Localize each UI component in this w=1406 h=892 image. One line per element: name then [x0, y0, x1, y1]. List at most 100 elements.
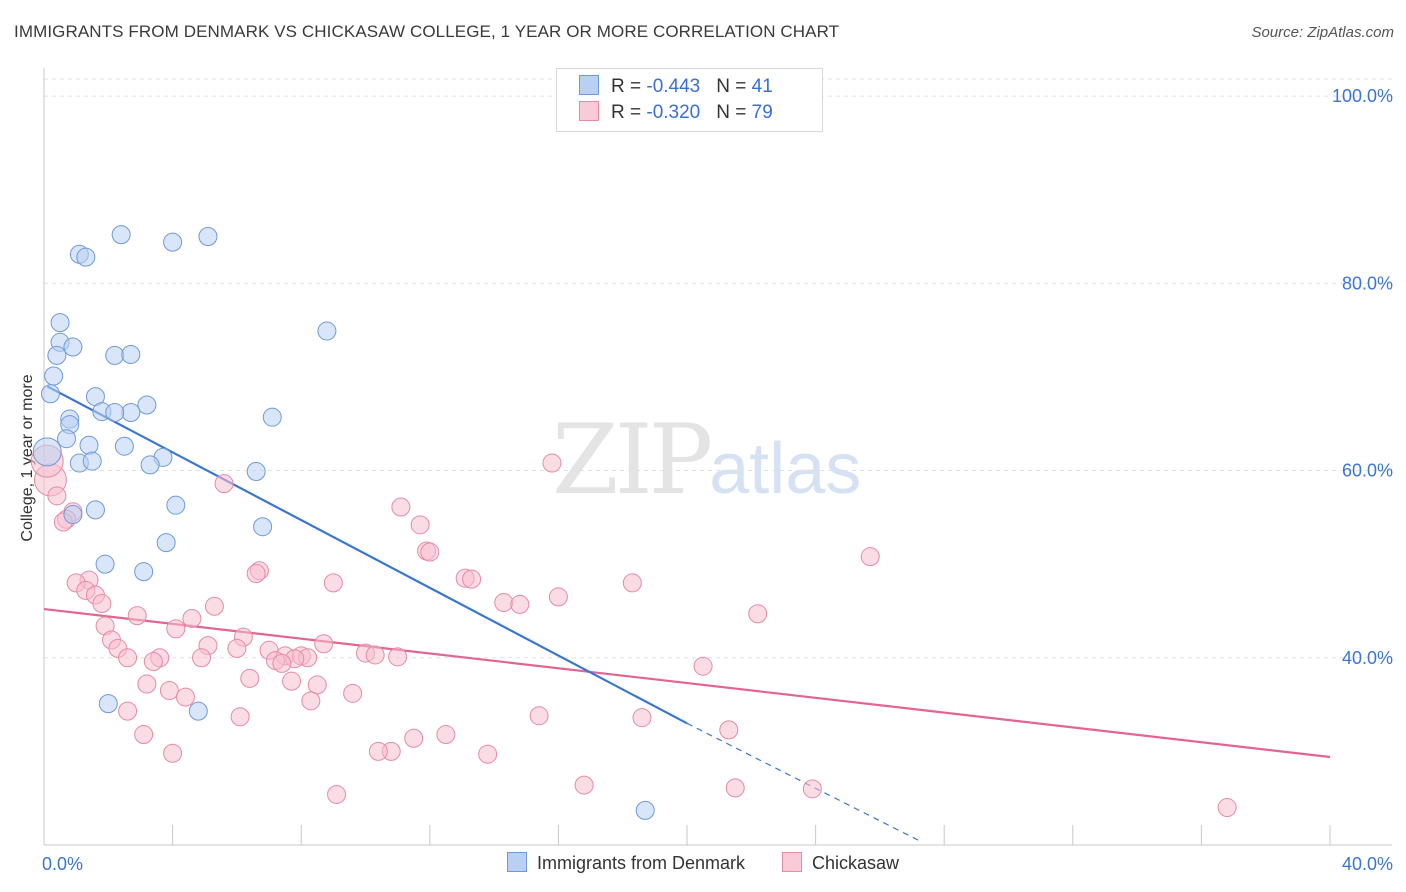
point-chickasaw-72	[478, 744, 498, 764]
point-denmark-4	[76, 247, 96, 267]
point-chickasaw-29	[182, 608, 202, 628]
point-chickasaw-68	[404, 728, 424, 748]
point-chickasaw-74	[725, 778, 745, 798]
legend-swatch-chickasaw	[782, 852, 803, 872]
point-denmark-29	[140, 455, 160, 475]
point-denmark-8	[63, 337, 83, 357]
legend-label-chickasaw: Chickasaw	[812, 853, 900, 873]
source-label: Source: ZipAtlas.com	[1251, 24, 1394, 41]
legend-swatch-denmark	[579, 75, 599, 95]
watermark: ZIPatlas	[552, 404, 861, 516]
legend-swatch-denmark	[506, 852, 527, 872]
axes	[43, 68, 1392, 846]
point-chickasaw-24	[510, 594, 530, 614]
correlation-legend: R = -0.443 N = 41 R = -0.320 N = 79	[556, 68, 823, 132]
chart-title: IMMIGRANTS FROM DENMARK VS CHICKASAW COL…	[14, 22, 840, 41]
point-denmark-31	[166, 495, 186, 515]
point-denmark-34	[253, 517, 273, 537]
trend-lines	[43, 385, 1331, 841]
trend-line-denmark-extension	[686, 722, 919, 841]
point-chickasaw-75	[802, 779, 822, 799]
point-chickasaw-19	[622, 573, 642, 593]
r-value-chickasaw: -0.320	[646, 102, 701, 123]
point-chickasaw-67	[436, 725, 456, 745]
n-label: N =	[716, 76, 752, 97]
point-chickasaw-8	[410, 515, 430, 535]
point-chickasaw-26	[204, 596, 224, 616]
trend-line-chickasaw	[43, 607, 1331, 759]
x-tick-label-1: 40.0%	[1342, 854, 1393, 874]
point-chickasaw-58	[343, 683, 363, 703]
point-chickasaw-51	[272, 653, 292, 673]
point-denmark-30	[246, 461, 266, 481]
point-denmark-12	[44, 366, 64, 386]
point-chickasaw-64	[632, 708, 652, 728]
point-chickasaw-23	[494, 593, 514, 613]
r-value-denmark: -0.443	[646, 76, 701, 97]
point-denmark-0	[111, 225, 131, 245]
point-chickasaw-45	[388, 647, 408, 667]
point-chickasaw-55	[307, 675, 327, 695]
point-chickasaw-13	[246, 564, 266, 584]
point-denmark-11	[121, 344, 141, 364]
point-chickasaw-60	[301, 691, 321, 711]
legend-item-chickasaw: Chickasaw	[782, 852, 899, 874]
watermark-atlas: atlas	[709, 429, 862, 509]
point-chickasaw-46	[143, 652, 163, 672]
point-chickasaw-10	[420, 542, 440, 562]
point-chickasaw-31	[166, 619, 186, 639]
r-label: R =	[611, 76, 647, 97]
point-chickasaw-66	[134, 725, 154, 745]
y-tick-label-2: 80.0%	[1342, 273, 1393, 293]
point-chickasaw-41	[118, 648, 138, 668]
series-denmark-points	[32, 225, 655, 820]
point-denmark-28	[82, 451, 102, 471]
point-chickasaw-54	[282, 671, 302, 691]
point-denmark-1	[163, 232, 183, 252]
legend-row-denmark: R = -0.443 N = 41	[579, 75, 773, 101]
y-tick-label-3: 100.0%	[1332, 86, 1393, 106]
point-denmark-38	[98, 694, 118, 714]
point-denmark-13	[40, 384, 60, 404]
point-chickasaw-62	[230, 707, 250, 727]
point-denmark-36	[95, 554, 115, 574]
legend-item-denmark: Immigrants from Denmark	[506, 852, 745, 874]
point-denmark-39	[188, 701, 208, 721]
legend-label-denmark: Immigrants from Denmark	[536, 853, 745, 873]
y-tick-label-0: 40.0%	[1342, 648, 1393, 668]
point-denmark-33	[63, 505, 83, 525]
tick-labels: 40.0% 60.0% 80.0% 100.0% 0.0% 40.0%	[42, 86, 1393, 874]
point-denmark-22	[57, 429, 77, 449]
n-value-chickasaw: 79	[751, 102, 773, 123]
point-denmark-10	[105, 345, 125, 365]
n-label: N =	[716, 102, 752, 123]
point-chickasaw-53	[240, 668, 260, 688]
point-denmark-17	[121, 403, 141, 423]
point-denmark-5	[50, 313, 70, 333]
point-chickasaw-73	[574, 775, 594, 795]
point-chickasaw-16	[462, 569, 482, 589]
point-denmark-15	[137, 395, 157, 415]
point-chickasaw-65	[719, 720, 739, 740]
point-denmark-40	[635, 800, 655, 820]
legend-swatch-chickasaw	[579, 101, 599, 121]
point-chickasaw-3	[542, 453, 562, 473]
point-chickasaw-77	[1217, 798, 1237, 818]
point-chickasaw-4	[391, 497, 411, 517]
point-chickasaw-40	[365, 645, 385, 665]
point-denmark-37	[134, 562, 154, 582]
trend-line-denmark	[46, 385, 688, 725]
point-chickasaw-47	[192, 648, 212, 668]
legend-row-chickasaw: R = -0.320 N = 79	[579, 101, 773, 127]
point-denmark-18	[105, 403, 125, 423]
point-chickasaw-52	[693, 656, 713, 676]
n-value-denmark: 41	[751, 76, 773, 97]
y-tick-label-1: 60.0%	[1342, 461, 1393, 481]
point-chickasaw-28	[127, 606, 147, 626]
r-label: R =	[611, 102, 647, 123]
grid-lines	[44, 78, 1392, 659]
point-denmark-23	[79, 435, 99, 455]
point-chickasaw-11	[860, 547, 880, 567]
point-chickasaw-57	[159, 681, 179, 701]
